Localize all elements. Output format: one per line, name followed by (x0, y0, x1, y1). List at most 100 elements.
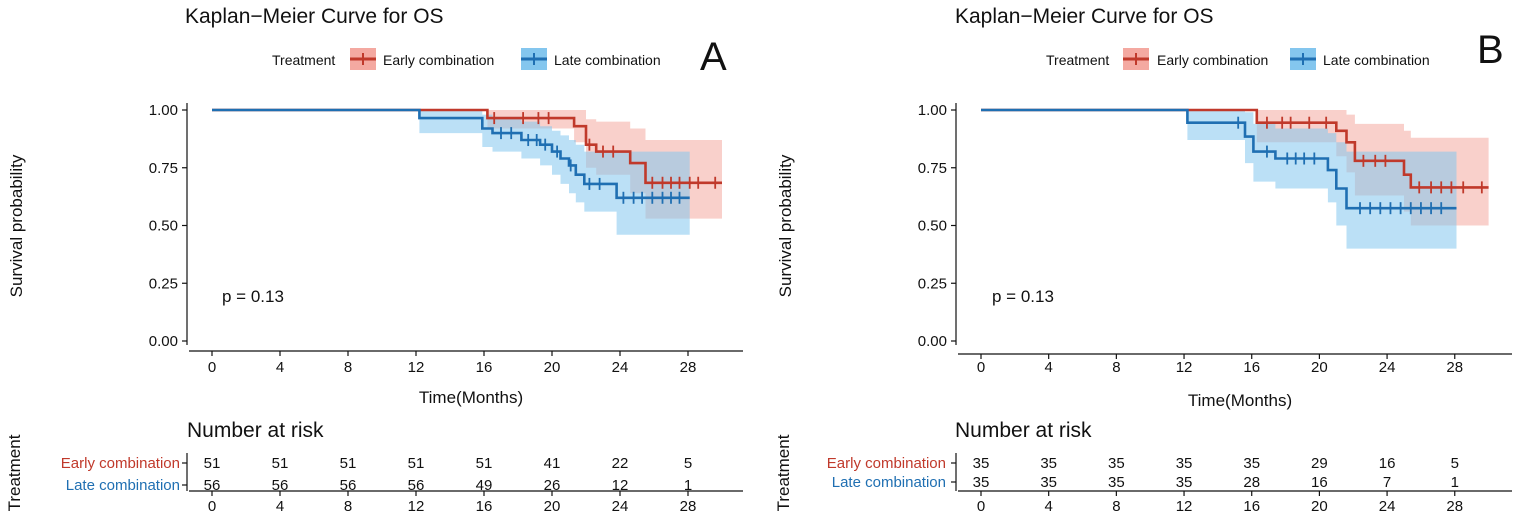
risk-x-tick-label: 4 (1045, 498, 1053, 515)
risk-value-early: 5 (684, 455, 692, 472)
risk-value-late: 56 (204, 477, 221, 494)
panel-a: Kaplan−Meier Curve for OS Treatment Earl… (5, 5, 743, 515)
risk-value-early: 35 (973, 455, 990, 472)
y-tick-label: 0.00 (149, 333, 178, 350)
risk-values: 51 51 51 51 51 41 22 5 56 56 56 56 49 26 12 1 (204, 455, 693, 494)
risk-table-axis-label: Treatment (774, 434, 793, 511)
risk-value-early: 29 (1311, 455, 1328, 472)
risk-x-tick-label: 0 (208, 498, 216, 515)
legend-key-late (521, 48, 547, 70)
x-tick-label: 0 (208, 359, 216, 376)
legend-key-late (1290, 48, 1316, 70)
legend-label-late: Late combination (554, 52, 661, 68)
x-tick-label: 12 (1176, 359, 1193, 376)
risk-table-title: Number at risk (187, 419, 324, 442)
panel-b: Kaplan−Meier Curve for OS Treatment Earl… (774, 5, 1512, 515)
risk-value-late: 35 (1040, 474, 1057, 491)
risk-table: Number at risk Treatment Early combinati… (5, 419, 743, 515)
chart-title: Kaplan−Meier Curve for OS (185, 5, 444, 28)
legend-key-early (350, 48, 376, 70)
risk-value-early: 51 (204, 455, 221, 472)
risk-x-tick-label: 0 (977, 498, 985, 515)
y-tick-label: 0.75 (918, 160, 947, 177)
y-tick-label: 0.25 (149, 275, 178, 292)
x-tick-label: 24 (612, 359, 629, 376)
risk-row-label-late: Late combination (832, 474, 946, 491)
legend-key-early (1123, 48, 1149, 70)
x-tick-label: 16 (476, 359, 493, 376)
risk-x-tick-label: 20 (1311, 498, 1328, 515)
risk-table: Number at risk Treatment Early combinati… (774, 419, 1512, 515)
ci-band-early (212, 110, 722, 219)
risk-x-tick-label: 8 (1112, 498, 1120, 515)
x-tick-label: 8 (344, 359, 352, 376)
risk-axis: 0 4 8 12 16 20 24 28 (951, 453, 1512, 515)
legend-title: Treatment (272, 52, 335, 68)
panel-letter: A (700, 35, 727, 79)
x-tick-label: 20 (1311, 359, 1328, 376)
risk-value-early: 51 (340, 455, 357, 472)
survival-curve-early (981, 108, 1489, 189)
y-tick-label: 0.50 (149, 218, 178, 235)
confidence-bands (981, 110, 1489, 249)
risk-value-early: 35 (1040, 455, 1057, 472)
risk-x-tick-label: 8 (344, 498, 352, 515)
p-value: p = 0.13 (992, 287, 1054, 306)
x-tick-label: 8 (1112, 359, 1120, 376)
survival-curves (212, 108, 722, 200)
risk-row-label-early: Early combination (827, 455, 946, 472)
risk-value-late: 28 (1243, 474, 1260, 491)
risk-x-tick-label: 24 (612, 498, 629, 515)
p-value: p = 0.13 (222, 287, 284, 306)
risk-value-late: 26 (544, 477, 561, 494)
risk-x-tick-label: 28 (1446, 498, 1463, 515)
survival-curve-early (212, 108, 722, 185)
risk-value-late: 16 (1311, 474, 1328, 491)
risk-row-label-late: Late combination (66, 477, 180, 494)
ci-band-early (981, 110, 1489, 226)
risk-value-late: 7 (1383, 474, 1391, 491)
legend: Treatment Early combination Late combina… (272, 48, 661, 70)
legend-title: Treatment (1046, 52, 1109, 68)
legend-label-early: Early combination (383, 52, 494, 68)
y-tick-label: 0.75 (149, 160, 178, 177)
risk-value-late: 35 (1108, 474, 1125, 491)
x-tick-label: 12 (408, 359, 425, 376)
y-tick-label: 0.50 (918, 218, 947, 235)
chart-title: Kaplan−Meier Curve for OS (955, 5, 1214, 28)
legend-label-early: Early combination (1157, 52, 1268, 68)
risk-x-tick-label: 4 (276, 498, 284, 515)
risk-x-tick-label: 12 (1176, 498, 1193, 515)
ci-band-late (981, 110, 1457, 249)
x-tick-label: 20 (544, 359, 561, 376)
risk-value-early: 51 (408, 455, 425, 472)
risk-value-early: 22 (612, 455, 629, 472)
risk-value-early: 5 (1451, 455, 1459, 472)
x-tick-label: 28 (680, 359, 697, 376)
risk-value-late: 56 (408, 477, 425, 494)
risk-value-late: 56 (340, 477, 357, 494)
ci-band-late (212, 110, 690, 235)
y-tick-label: 1.00 (149, 102, 178, 119)
risk-value-early: 41 (544, 455, 561, 472)
risk-value-early: 35 (1176, 455, 1193, 472)
x-axis-label: Time(Months) (419, 388, 523, 407)
risk-table-title: Number at risk (955, 419, 1092, 442)
survival-curve-late (981, 108, 1457, 210)
legend: Treatment Early combination Late combina… (1046, 48, 1430, 70)
axes: 0.00 0.25 0.50 0.75 1.00 0 4 8 12 16 20 24 28 (149, 102, 743, 376)
risk-x-tick-label: 28 (680, 498, 697, 515)
risk-value-early: 51 (476, 455, 493, 472)
risk-x-tick-label: 20 (544, 498, 561, 515)
y-tick-label: 1.00 (918, 102, 947, 119)
censor-marks (493, 112, 717, 204)
risk-table-axis-label: Treatment (5, 434, 24, 511)
risk-values: 35 35 35 35 35 29 16 5 35 35 35 35 28 16 7 1 (973, 455, 1459, 491)
x-tick-label: 0 (977, 359, 985, 376)
risk-value-early: 35 (1243, 455, 1260, 472)
risk-x-tick-label: 16 (476, 498, 493, 515)
x-axis-label: Time(Months) (1188, 391, 1292, 410)
legend-label-late: Late combination (1323, 52, 1430, 68)
risk-x-tick-label: 24 (1379, 498, 1396, 515)
